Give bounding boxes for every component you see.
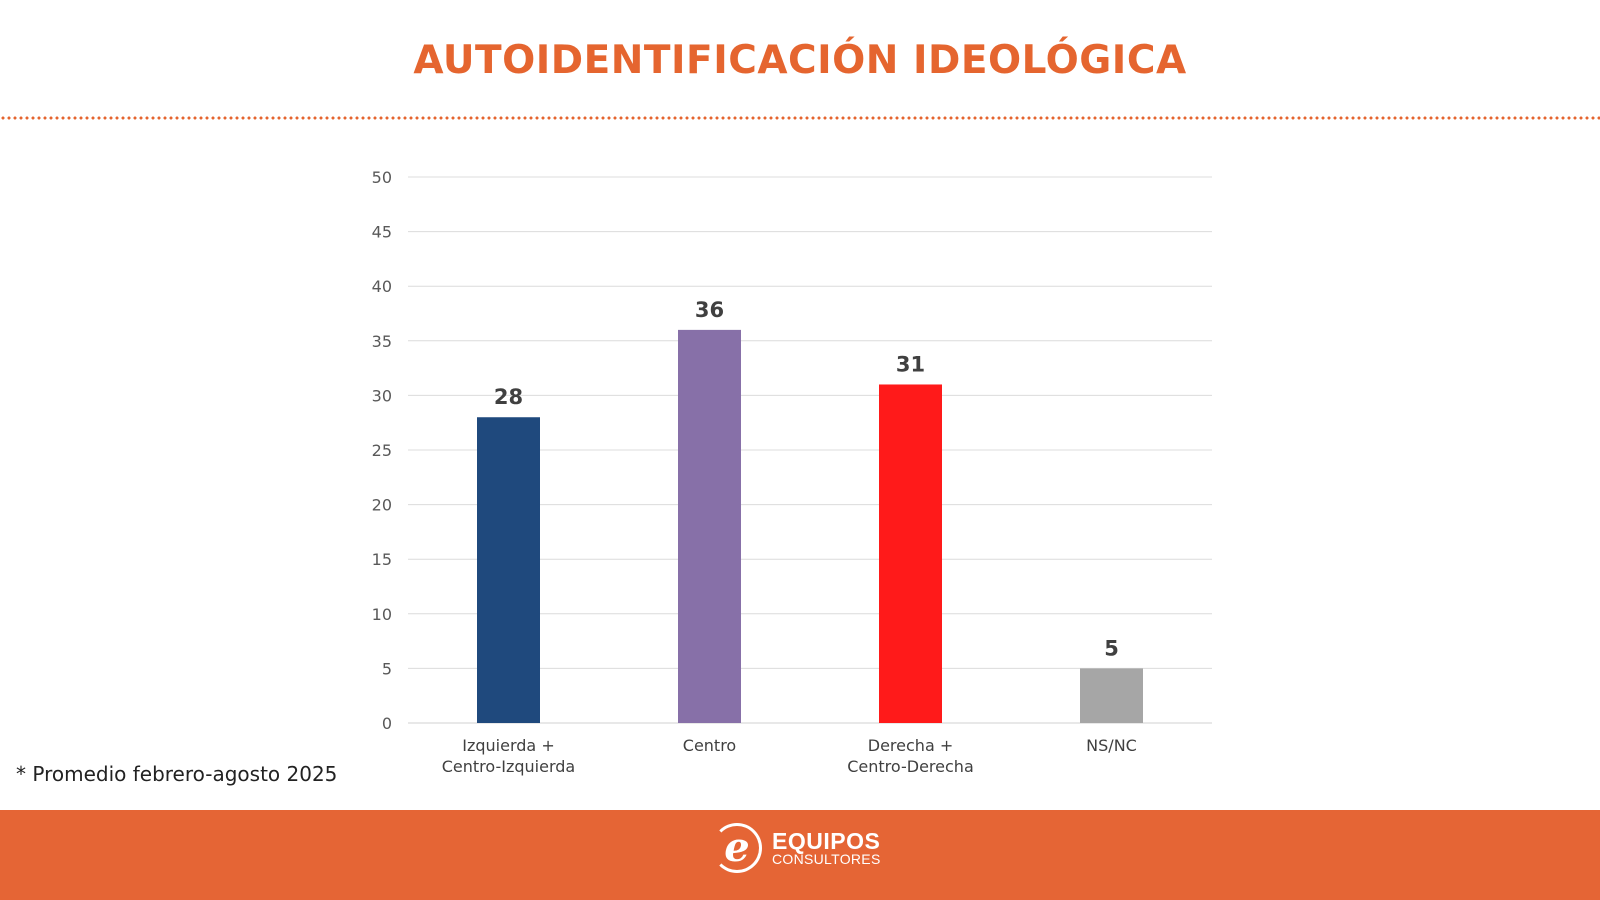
x-tick-label: Izquierda + Centro-Izquierda [442,736,575,776]
bar [477,417,540,723]
brand-logo: e EQUIPOS CONSULTORES [712,823,881,873]
y-tick-label: 50 [372,168,392,187]
x-tick-label: Derecha + Centro-Derecha [847,736,974,776]
bar [879,384,942,723]
y-tick-label: 5 [382,659,392,678]
x-tick-label: Centro [683,736,736,755]
y-tick-label: 45 [372,223,392,242]
page-title: AUTOIDENTIFICACIÓN IDEOLÓGICA [413,38,1187,83]
logo-e-icon: e [712,823,762,873]
y-tick-label: 35 [372,332,392,351]
data-label: 28 [494,385,523,409]
data-label: 31 [896,352,925,376]
y-tick-label: 25 [372,441,392,460]
dotted-divider [0,116,1600,120]
bar [1080,668,1143,723]
y-tick-label: 30 [372,386,392,405]
bar [678,329,741,723]
footer-bar [0,810,1600,900]
bar-chart: 0 5 10 15 20 25 30 35 40 45 50 28 Izquierda + Centro-… [372,168,1212,776]
y-tick-label: 40 [372,277,392,296]
x-tick-label: NS/NC [1086,736,1137,755]
y-tick-label: 15 [372,550,392,569]
data-label: 36 [695,298,724,322]
y-tick-label: 20 [372,496,392,515]
data-label: 5 [1104,636,1119,660]
y-tick-label: 0 [382,714,392,733]
y-tick-label: 10 [372,605,392,624]
brand-name: EQUIPOS [772,827,881,854]
brand-subtitle: CONSULTORES [772,850,881,867]
footnote: * Promedio febrero-agosto 2025 [16,762,338,786]
